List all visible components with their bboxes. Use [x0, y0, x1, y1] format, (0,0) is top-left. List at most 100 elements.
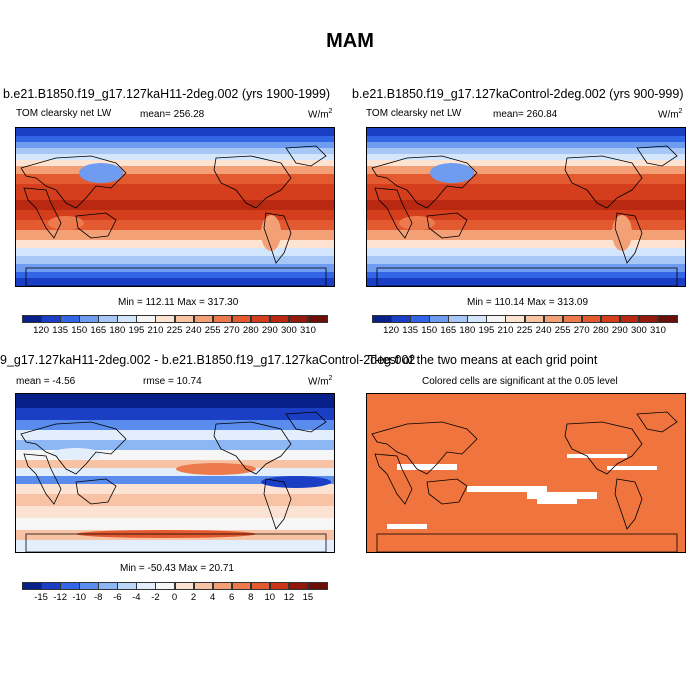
- field-band: [16, 506, 334, 518]
- panel-case-variable: TOM clearsky net LW: [16, 108, 112, 119]
- colorbar-cell: [212, 315, 233, 323]
- panel-control-units: W/m2: [658, 108, 683, 121]
- field-band: [367, 240, 685, 248]
- colorbar-cell: [448, 315, 468, 323]
- colorbar-tick-label: 6: [229, 592, 235, 603]
- field-band: [16, 240, 334, 248]
- field-band: [16, 200, 334, 210]
- colorbar-cell: [231, 315, 252, 323]
- field-band: [367, 154, 685, 160]
- panel-control-variable: TOM clearsky net LW: [366, 108, 462, 119]
- coastline: [371, 155, 478, 209]
- colorbar-tick-label: 255: [554, 325, 571, 336]
- field-band: [367, 230, 685, 240]
- colorbar-cell: [269, 315, 290, 323]
- colorbar-cell: [155, 582, 175, 590]
- colorbar-cell: [231, 582, 252, 590]
- colorbar-tick-label: 270: [573, 325, 590, 336]
- colorbar-tick-label: 310: [300, 325, 316, 336]
- coastlines: [371, 411, 678, 552]
- field-band: [367, 148, 685, 154]
- colorbar-cell: [79, 315, 99, 323]
- field-band: [16, 128, 334, 136]
- field-band: [367, 184, 685, 200]
- coastline: [371, 421, 478, 475]
- field-band: [16, 220, 334, 230]
- colorbar-cell: [505, 315, 525, 323]
- field-band: [16, 440, 334, 450]
- colorbar-tick-label: 195: [478, 325, 495, 336]
- colorbar-tick-label: 2: [190, 592, 197, 603]
- colorbar-tick-label: 210: [497, 325, 514, 336]
- colorbar-tick-label: 165: [440, 325, 457, 336]
- colorbar-tick-label: 225: [516, 325, 533, 336]
- coastline: [263, 478, 292, 530]
- map-control-field: [367, 128, 685, 286]
- colorbar-tick-label: 150: [421, 325, 438, 336]
- colorbar-tick-label: 290: [261, 325, 278, 336]
- field-band: [16, 174, 334, 184]
- map-case-field: [16, 128, 334, 286]
- colorbar-tick-label: -15: [34, 592, 48, 603]
- coastline: [25, 267, 327, 286]
- coastlines: [20, 411, 327, 552]
- nonsignificant-cells: [607, 466, 657, 470]
- colorbar-tick-label: 270: [223, 325, 240, 336]
- colorbar-cell: [269, 582, 290, 590]
- panel-difference-minmax: Min = -50.43 Max = 20.71: [120, 563, 234, 574]
- colorbar-cell: [174, 582, 195, 590]
- panel-control-minmax: Min = 110.14 Max = 313.09: [467, 297, 589, 308]
- field-band: [16, 430, 334, 440]
- nonsignificant-cells: [467, 486, 547, 492]
- nonsignificant-cells: [397, 464, 457, 470]
- field-band: [16, 394, 334, 408]
- colorbar-cell: [372, 315, 392, 323]
- coastline: [614, 478, 643, 530]
- colorbar-tick-label: 180: [109, 325, 126, 336]
- colorbar-tick-label: 240: [185, 325, 202, 336]
- map-control: [366, 127, 686, 287]
- coastline: [614, 212, 643, 264]
- nonsignificant-cells: [387, 524, 427, 529]
- field-band: [16, 230, 334, 240]
- field-anomaly: [430, 163, 474, 183]
- colorbar-cell: [79, 582, 99, 590]
- colorbar-tick-label: 135: [402, 325, 419, 336]
- field-band: [16, 476, 334, 484]
- coastline: [75, 478, 117, 505]
- colorbar-cell: [467, 315, 487, 323]
- field-band: [16, 278, 334, 286]
- colorbar-cell: [307, 315, 328, 323]
- field-band: [367, 136, 685, 142]
- panel-control-title: b.e21.B1850.f19_g17.127kaControl-2deg.00…: [352, 87, 684, 101]
- field-band: [16, 154, 334, 160]
- panel-case-units: W/m2: [308, 108, 333, 121]
- colorbar-cell: [98, 315, 118, 323]
- colorbar-tick-label: 120: [383, 325, 399, 336]
- field-band: [16, 248, 334, 256]
- field-band: [16, 420, 334, 430]
- colorbar-tick-label: 300: [630, 325, 647, 336]
- colorbar-cell: [410, 315, 430, 323]
- panel-case-minmax: Min = 112.11 Max = 317.30: [118, 297, 239, 308]
- field-band: [367, 256, 685, 264]
- colorbar-cell: [117, 315, 137, 323]
- coastline: [376, 533, 678, 552]
- colorbar-tick-label: 8: [248, 592, 254, 603]
- field-band: [367, 210, 685, 220]
- colorbar-cell: [486, 315, 506, 323]
- colorbar-cell: [543, 315, 564, 323]
- colorbar-cell: [250, 582, 271, 590]
- colorbar-tick-label: -12: [53, 592, 67, 603]
- colorbar-tick-label: 120: [33, 325, 49, 336]
- colorbar-case: 120 135 150 165 180 195 210 225 240 255 270 280 290 3…: [22, 315, 328, 341]
- coastline: [374, 453, 413, 505]
- map-case: [15, 127, 335, 287]
- field-band: [16, 494, 334, 506]
- colorbar-cell: [193, 315, 214, 323]
- field-band: [16, 210, 334, 220]
- coastline: [636, 411, 678, 433]
- colorbar-cell: [22, 582, 42, 590]
- colorbar-cell: [155, 315, 175, 323]
- panel-control-mean: mean= 260.84: [493, 109, 558, 120]
